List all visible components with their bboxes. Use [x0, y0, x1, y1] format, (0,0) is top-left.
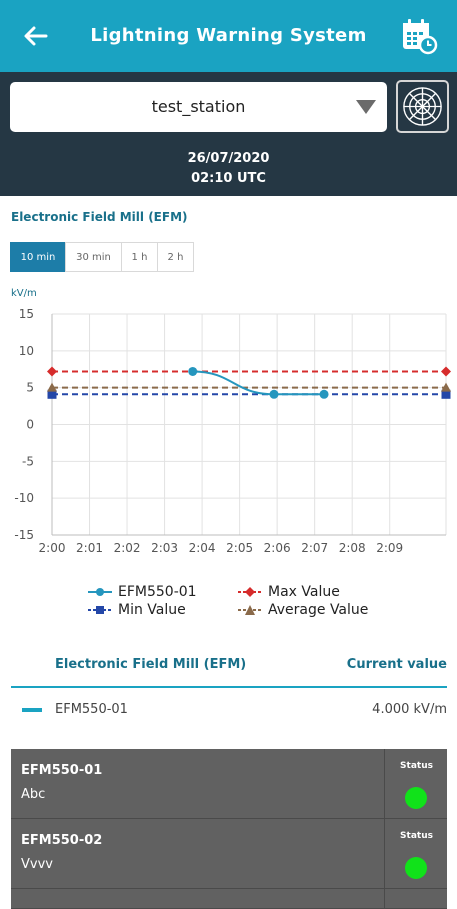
x-tick-label: 2:08	[339, 541, 366, 555]
data-point-average-value	[441, 382, 451, 392]
y-tick-label: -15	[14, 528, 34, 542]
x-tick-label: 2:09	[376, 541, 403, 555]
station-card[interactable]: EFM550-01 Abc Status	[11, 749, 447, 819]
status-cell: Status	[384, 749, 447, 819]
data-point-efm550-01	[188, 366, 198, 376]
table-header-value: Current value	[346, 657, 447, 672]
y-tick-label: 5	[26, 381, 34, 395]
status-cell: Status	[384, 819, 447, 889]
range-30min-button[interactable]: 30 min	[65, 242, 122, 272]
y-axis-unit: kV/m	[11, 288, 37, 299]
y-tick-label: 10	[19, 344, 34, 358]
efm-chart: kV/m 15 10 5 0 -5 -10 -15 2:00 2:01 2:02 2:03 2:04 2:…	[11, 288, 451, 555]
station-description: Vvvv	[21, 857, 53, 872]
legend-label: Max Value	[268, 584, 340, 600]
data-point-max-value	[47, 366, 57, 377]
station-card[interactable]: EFM550-02 Vvvv Status	[11, 819, 447, 889]
series-color-marker	[22, 708, 42, 712]
legend-line-diamond-icon	[238, 587, 262, 597]
x-tick-label: 2:01	[76, 541, 103, 555]
status-label: Status	[400, 831, 433, 841]
legend-line-circle-icon	[88, 588, 112, 596]
back-arrow-icon[interactable]	[22, 22, 50, 50]
data-point-efm550-01	[269, 389, 279, 399]
station-list: EFM550-01 Abc Status EFM550-02 Vvvv Stat…	[11, 749, 447, 909]
station-select[interactable]: test_station	[10, 82, 387, 132]
x-tick-label: 2:06	[264, 541, 291, 555]
legend-label: EFM550-01	[118, 584, 197, 600]
time-label: 02:10 UTC	[191, 171, 266, 186]
y-tick-label: -10	[14, 491, 34, 505]
table-row-name: EFM550-01	[55, 702, 128, 717]
data-point-min-value	[441, 389, 451, 399]
date-label: 26/07/2020	[187, 151, 270, 166]
x-tick-label: 2:07	[301, 541, 328, 555]
y-tick-label: 15	[19, 307, 34, 321]
station-card-partial[interactable]	[11, 889, 447, 909]
range-1h-button[interactable]: 1 h	[121, 242, 158, 272]
legend-line-triangle-icon	[238, 605, 262, 615]
station-select-value: test_station	[151, 97, 246, 116]
station-name: EFM550-01	[21, 763, 103, 778]
x-tick-label: 2:03	[151, 541, 178, 555]
app-bar: Lightning Warning System	[0, 0, 457, 72]
legend-label: Min Value	[118, 602, 186, 618]
legend-label: Average Value	[268, 602, 369, 618]
calendar-clock-icon[interactable]	[400, 17, 438, 55]
range-selector: 10 min 30 min 1 h 2 h	[10, 242, 194, 272]
x-tick-label: 2:05	[226, 541, 253, 555]
y-tick-label: 0	[26, 418, 34, 432]
legend-item-min-value[interactable]: Min Value	[88, 602, 186, 618]
x-tick-label: 2:02	[114, 541, 141, 555]
station-name: EFM550-02	[21, 833, 103, 848]
dropdown-caret-icon[interactable]	[356, 100, 376, 114]
station-description: Abc	[21, 787, 46, 802]
data-point-average-value	[47, 382, 57, 392]
y-tick-label: -5	[22, 454, 34, 468]
table-row-value: 4.000 kV/m	[372, 702, 447, 717]
range-10min-button[interactable]: 10 min	[10, 242, 66, 272]
app-title: Lightning Warning System	[90, 25, 367, 46]
data-point-max-value	[441, 366, 451, 377]
radar-button[interactable]	[396, 80, 449, 133]
x-tick-label: 2:04	[189, 541, 216, 555]
status-cell	[384, 889, 447, 909]
status-indicator-dot	[405, 857, 427, 879]
legend-item-efm550-01[interactable]: EFM550-01	[88, 584, 197, 600]
radar-icon	[403, 87, 442, 126]
chart-legend: EFM550-01 Max Value Min Value Average Va…	[88, 584, 388, 620]
x-tick-label: 2:00	[39, 541, 66, 555]
section-title: Electronic Field Mill (EFM)	[11, 210, 188, 224]
range-2h-button[interactable]: 2 h	[157, 242, 194, 272]
legend-line-square-icon	[88, 606, 112, 614]
legend-item-max-value[interactable]: Max Value	[238, 584, 340, 600]
status-indicator-dot	[405, 787, 427, 809]
table-divider	[11, 686, 447, 688]
series-line-efm550-01	[192, 370, 325, 396]
data-point-efm550-01	[319, 389, 329, 399]
table-header-name: Electronic Field Mill (EFM)	[55, 657, 247, 672]
data-point-min-value	[47, 389, 57, 399]
status-label: Status	[400, 761, 433, 771]
legend-item-average-value[interactable]: Average Value	[238, 602, 368, 618]
